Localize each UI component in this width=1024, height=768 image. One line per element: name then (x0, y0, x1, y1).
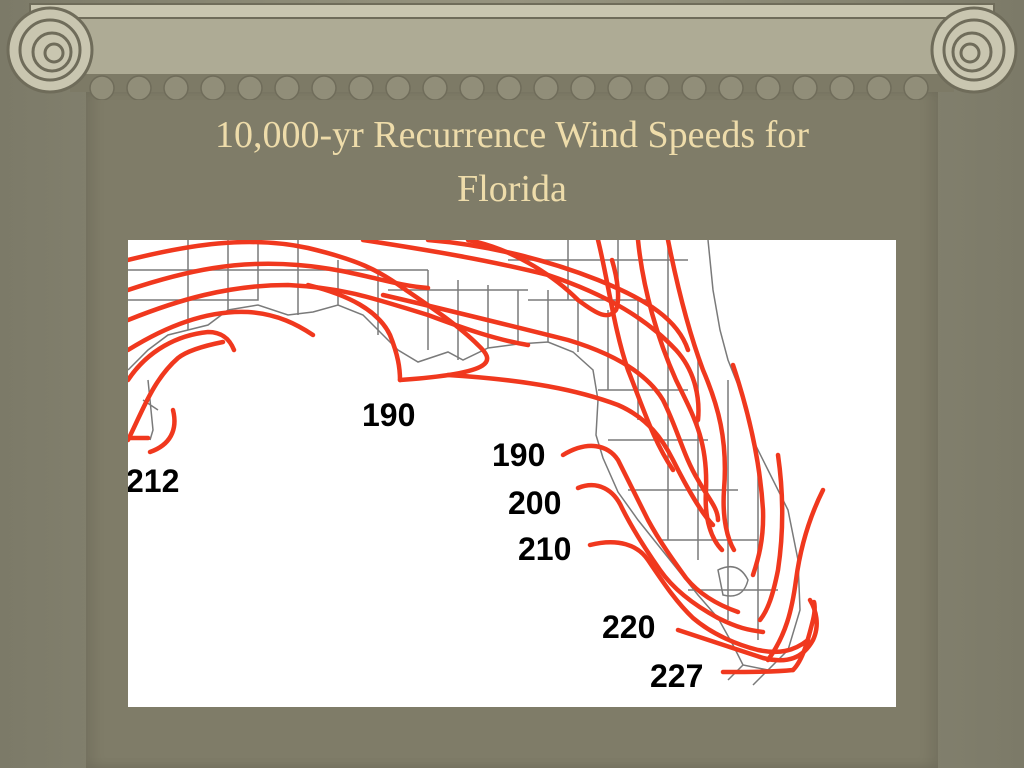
label-190-panhandle: 190 (362, 397, 415, 433)
contour-190-east (445, 372, 716, 528)
contour-210 (465, 240, 621, 318)
state-borders (128, 240, 801, 686)
contour-labels: 190 212 190 200 210 220 227 (128, 397, 703, 694)
county-line (187, 240, 379, 335)
contour-outer-2 (665, 240, 737, 553)
contour-220 (675, 597, 819, 663)
contour-190-south (560, 443, 741, 615)
wind-speed-map: 190 212 190 200 210 220 227 (128, 240, 896, 707)
title-line-1: 10,000-yr Recurrence Wind Speeds for (215, 114, 809, 156)
label-212: 212 (128, 463, 179, 499)
column-capital-decoration (6, 3, 1018, 100)
label-210: 210 (518, 531, 571, 567)
label-227: 227 (650, 658, 703, 694)
title-line-2: Florida (457, 168, 567, 210)
county-line (508, 240, 688, 340)
contour-outer-3 (730, 362, 766, 578)
contour-upper-d (128, 329, 237, 383)
contour-outer-5 (765, 487, 826, 663)
contour-200-east (380, 292, 721, 523)
wind-contours (128, 240, 826, 675)
contour-outer-1 (635, 240, 725, 553)
label-220: 220 (602, 609, 655, 645)
lake-okeechobee-outline (717, 565, 749, 597)
keys-outline (727, 664, 769, 686)
county-line (667, 340, 759, 640)
contour-227 (720, 667, 796, 675)
contour-upper-a (128, 261, 431, 293)
left-volute-icon (6, 6, 94, 94)
contour-190 (360, 240, 701, 423)
contour-200 (425, 240, 691, 353)
contour-212-hook (147, 407, 177, 455)
contour-190-panhandle-end (305, 282, 403, 383)
contour-outer-4 (757, 452, 785, 623)
county-line (128, 240, 259, 301)
contour-227-north (790, 599, 817, 673)
slide-title: 10,000-yr Recurrence Wind Speeds for Flo… (120, 108, 904, 216)
contour-200-south (575, 482, 766, 635)
contour-212 (128, 339, 226, 443)
county-line (528, 299, 648, 420)
coastline (128, 240, 801, 671)
contour-upper-c (128, 309, 316, 353)
label-190: 190 (492, 437, 545, 473)
county-line (457, 280, 549, 360)
right-volute-icon (930, 6, 1018, 94)
contour-210-east (595, 240, 676, 473)
contour-190-panhandle (128, 240, 490, 383)
contour-upper-b (128, 282, 531, 348)
label-200: 200 (508, 485, 561, 521)
contour-210-south (587, 540, 811, 655)
map-svg: 190 212 190 200 210 220 227 (128, 240, 826, 694)
